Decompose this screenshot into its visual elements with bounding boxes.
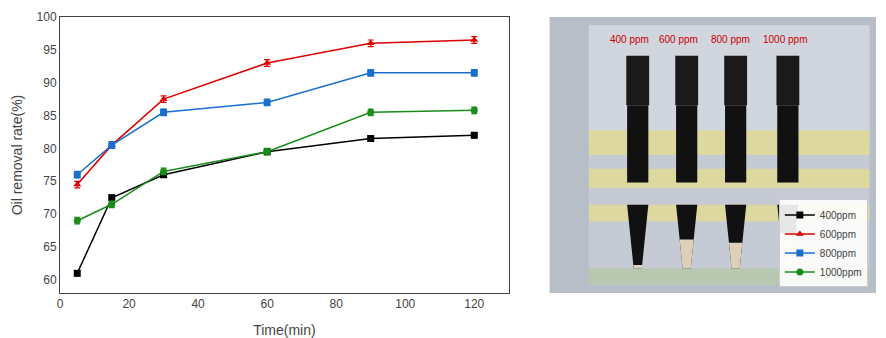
svg-text:Oil removal rate(%): Oil removal rate(%) — [9, 95, 25, 216]
svg-text:95: 95 — [43, 43, 57, 57]
svg-text:400ppm: 400ppm — [820, 210, 856, 221]
svg-text:70: 70 — [43, 207, 57, 221]
svg-text:100: 100 — [37, 10, 57, 24]
svg-text:65: 65 — [43, 240, 57, 254]
svg-text:20: 20 — [122, 297, 136, 311]
svg-text:40: 40 — [191, 297, 205, 311]
svg-text:800 ppm: 800 ppm — [711, 34, 750, 45]
svg-text:100: 100 — [395, 297, 415, 311]
svg-text:1000ppm: 1000ppm — [820, 267, 862, 278]
svg-text:80: 80 — [330, 297, 344, 311]
svg-text:800ppm: 800ppm — [820, 248, 856, 259]
svg-text:60: 60 — [43, 273, 57, 287]
svg-text:80: 80 — [43, 142, 57, 156]
svg-text:400 ppm: 400 ppm — [610, 34, 649, 45]
svg-text:600ppm: 600ppm — [820, 229, 856, 240]
svg-text:0: 0 — [57, 297, 64, 311]
svg-text:75: 75 — [43, 174, 57, 188]
svg-text:85: 85 — [43, 109, 57, 123]
svg-text:120: 120 — [464, 297, 484, 311]
svg-text:90: 90 — [43, 76, 57, 90]
svg-text:1000 ppm: 1000 ppm — [763, 34, 807, 45]
svg-text:60: 60 — [260, 297, 274, 311]
svg-text:Time(min): Time(min) — [253, 322, 315, 338]
svg-text:600 ppm: 600 ppm — [659, 34, 698, 45]
